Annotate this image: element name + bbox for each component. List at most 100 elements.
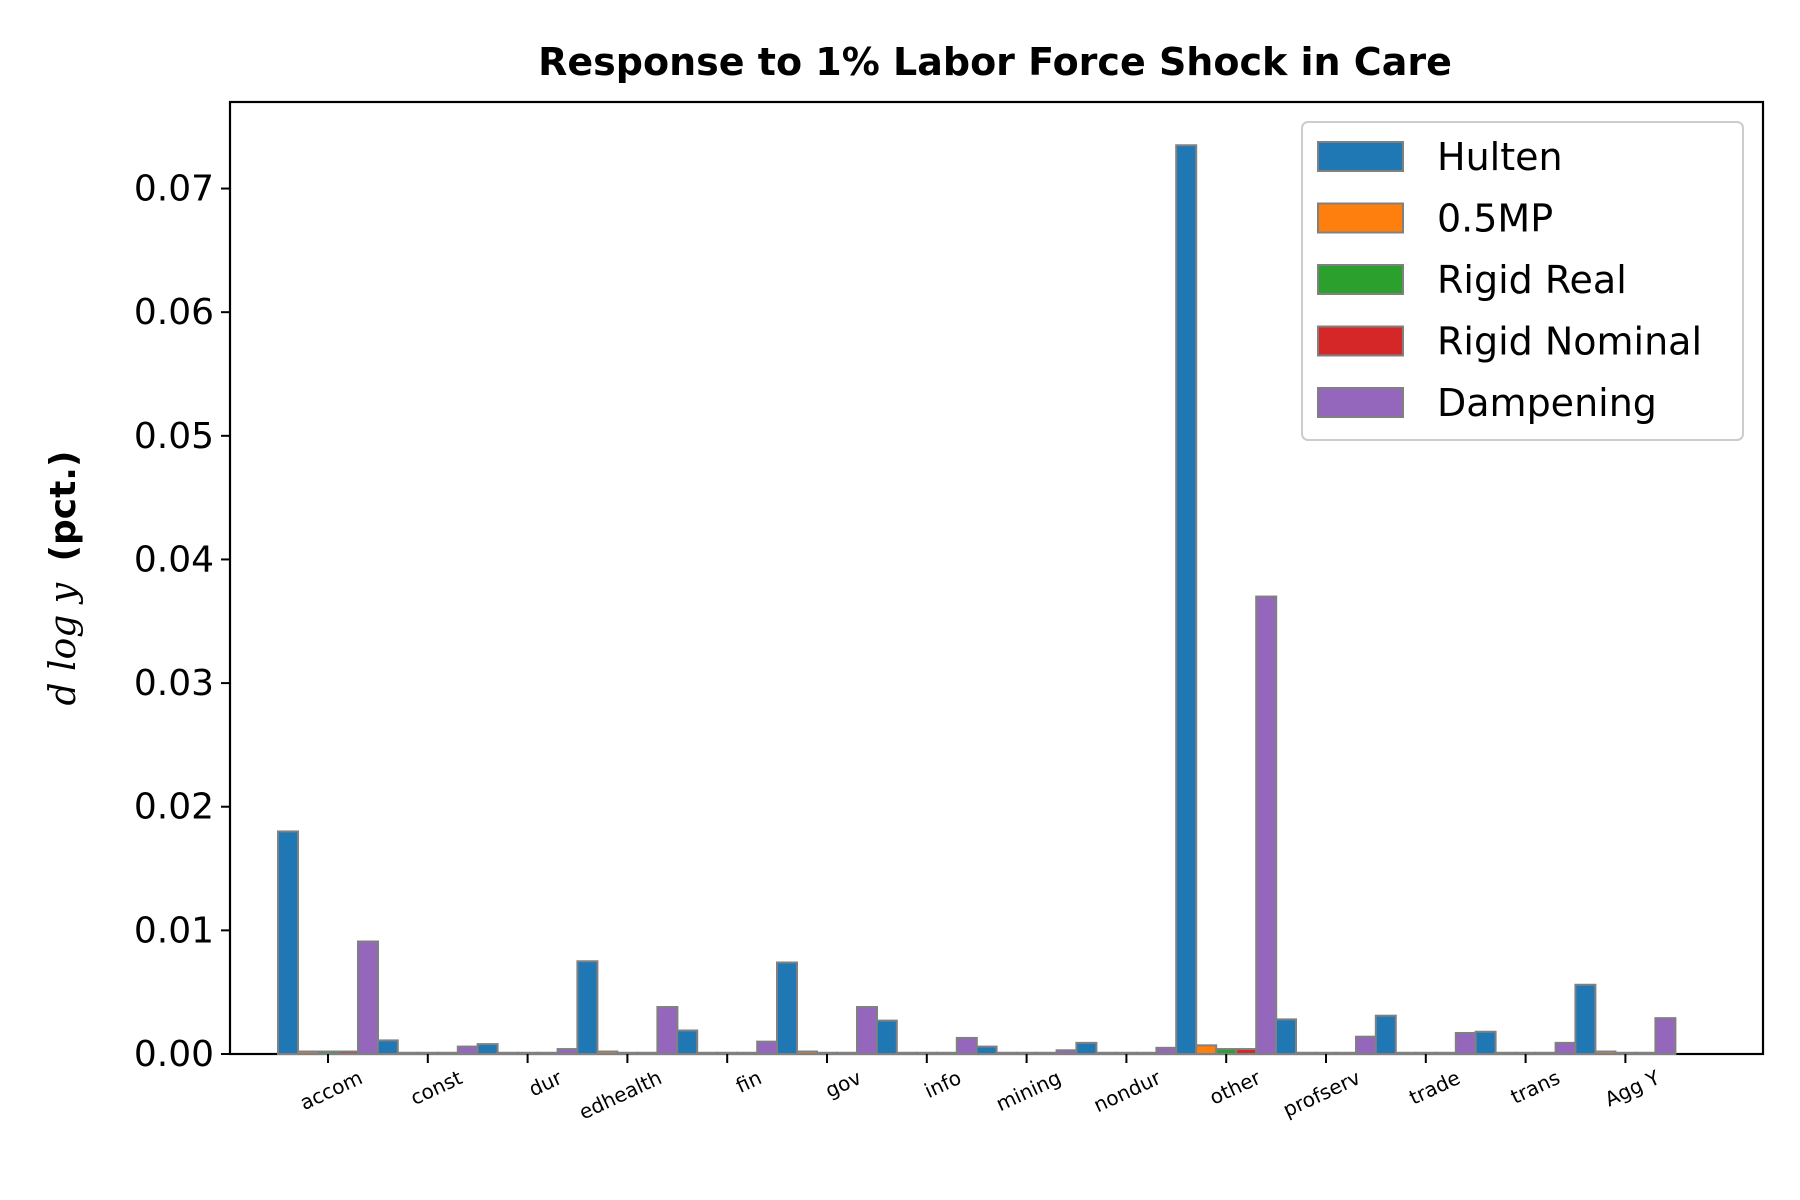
bar-rigid-real-dur [516,1051,539,1056]
bar-hulten-edhealth [576,960,599,1055]
bar-rigid-nominal-accom [337,1050,359,1055]
bar-0-5mp-profserv [1295,1051,1317,1056]
bar-rigid-nominal-info [935,1051,958,1056]
y-tick-label: 0.01 [134,910,214,951]
x-tick-label: dur [525,1065,566,1101]
bar-0-5mp-edhealth [596,1050,619,1055]
x-tick-label: fin [732,1065,765,1097]
bar-rigid-nominal-edhealth [636,1051,659,1056]
legend-label: Rigid Real [1437,258,1627,302]
bar-dampening-const [456,1045,479,1055]
bar-rigid-real-other [1215,1048,1238,1056]
bar-dampening-trans [1554,1041,1577,1055]
bar-0-5mp-other [1195,1044,1218,1056]
bar-rigid-nominal-fin [736,1051,759,1056]
bar-0-5mp-fin [696,1051,719,1056]
bar-rigid-real-trans [1514,1051,1537,1056]
y-axis-label-unit: (pct.) [43,451,84,562]
bar-hulten-gov [776,961,798,1055]
x-tick-label: other [1206,1065,1265,1110]
y-tick-label: 0.07 [134,169,214,210]
bar-0-5mp-dur [496,1051,519,1056]
chart-title: Response to 1% Labor Force Shock in Care [538,40,1452,84]
x-tick-label: info [921,1065,965,1103]
x-tick-label: profserv [1279,1065,1364,1122]
legend-swatch-dampening [1317,387,1404,418]
bar-hulten-trade [1374,1014,1397,1056]
bar-hulten-info [875,1019,898,1055]
x-tick-label: const [407,1065,466,1110]
y-axis: 0.00 0.01 0.02 0.03 0.04 0.05 0.06 0.07 [134,169,230,1075]
bar-rigid-nominal-const [436,1051,459,1056]
bar-rigid-real-mining [1015,1051,1038,1056]
bar-rigid-nominal-trade [1434,1051,1457,1056]
y-tick-label: 0.06 [134,292,214,333]
bars-group [277,144,1677,1056]
bar-hulten-dur [476,1043,499,1056]
bar-dampening-agg-y [1654,1017,1677,1055]
legend-swatch-hulten [1317,141,1404,172]
bar-rigid-real-agg-y [1614,1051,1637,1056]
bar-rigid-real-gov [816,1051,838,1056]
x-tick-label: nondur [1090,1065,1165,1117]
x-tick-label: mining [992,1065,1064,1116]
legend: Hulten 0.5MP Rigid Real Rigid Nominal Dampen… [1301,121,1744,441]
bar-0-5mp-trade [1394,1051,1417,1056]
bar-0-5mp-trans [1494,1051,1517,1056]
bar-dampening-info [955,1036,978,1055]
bar-hulten-nondur [1075,1041,1098,1055]
bar-rigid-real-trade [1414,1051,1437,1056]
legend-swatch-rigid-nominal [1317,325,1404,357]
bar-rigid-nominal-gov [836,1051,858,1056]
x-tick-label: edhealth [575,1065,665,1124]
x-tick-label: trans [1507,1065,1564,1108]
bar-hulten-trans [1474,1030,1497,1056]
y-tick-label: 0.04 [134,539,214,580]
x-tick-label: Agg Y [1601,1065,1664,1111]
legend-label: Dampening [1437,381,1657,425]
bar-rigid-real-info [915,1051,938,1056]
bar-rigid-nominal-mining [1035,1051,1058,1056]
x-tick-label: accom [296,1065,366,1115]
legend-box [1301,121,1744,441]
legend-label: Hulten [1437,135,1563,179]
bar-dampening-trade [1454,1031,1477,1055]
legend-swatch-rigid-real [1317,264,1404,295]
y-tick-label: 0.02 [134,787,214,828]
y-axis-label-math: d log y [43,582,84,705]
bar-hulten-accom [277,830,299,1055]
bar-dampening-dur [556,1048,579,1056]
bar-0-5mp-mining [995,1051,1018,1056]
bar-0-5mp-info [895,1051,918,1056]
bar-hulten-agg-y [1574,983,1597,1055]
bar-rigid-nominal-trans [1534,1051,1557,1056]
bar-rigid-real-fin [716,1051,739,1056]
legend-label: 0.5MP [1437,197,1553,241]
bar-hulten-mining [975,1045,998,1055]
bar-dampening-mining [1055,1049,1078,1055]
x-axis: accom const dur edhealth fin gov info mining non… [296,1054,1664,1124]
bar-0-5mp-nondur [1095,1051,1118,1056]
bar-dampening-other [1255,595,1278,1056]
legend-swatch-0-5mp [1317,202,1404,234]
bar-hulten-fin [676,1029,699,1055]
bar-hulten-other [1175,144,1198,1056]
bar-0-5mp-gov [796,1050,818,1055]
bar-dampening-nondur [1155,1046,1178,1056]
svg-text:d log y (pct.): d log y (pct.) [43,451,84,706]
bar-dampening-accom [357,940,379,1055]
bar-dampening-edhealth [656,1006,679,1056]
bar-dampening-fin [756,1040,779,1055]
bar-0-5mp-accom [297,1050,319,1055]
bar-rigid-real-const [416,1051,439,1056]
bar-rigid-real-profserv [1315,1051,1337,1056]
bar-dampening-profserv [1355,1035,1377,1056]
bar-hulten-profserv [1275,1018,1297,1056]
x-tick-label: gov [822,1065,866,1102]
x-tick-label: trade [1405,1065,1463,1109]
bar-rigid-nominal-dur [536,1051,559,1056]
legend-label: Rigid Nominal [1437,320,1702,364]
y-tick-label: 0.03 [134,663,214,704]
y-tick-label: 0.05 [134,416,214,457]
